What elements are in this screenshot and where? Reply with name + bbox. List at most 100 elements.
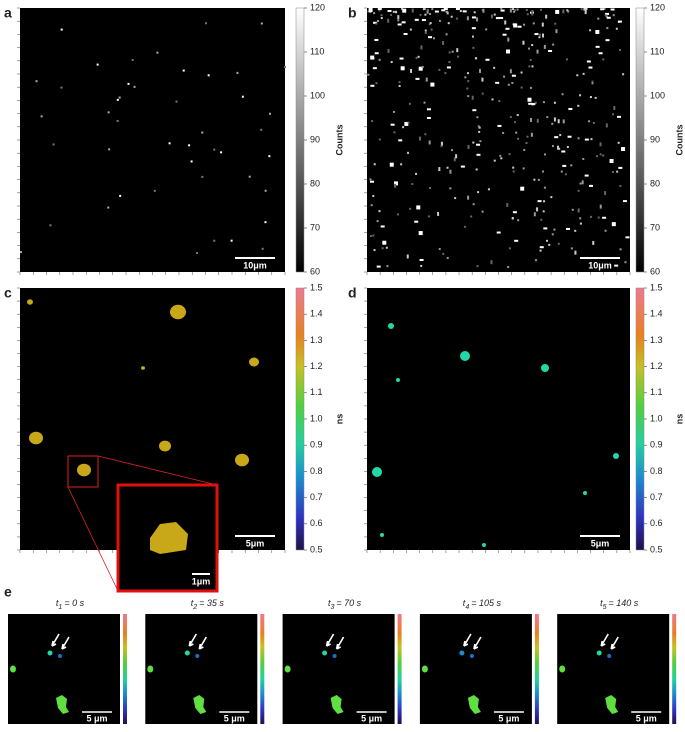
colorbar-tick-label: 1.2 bbox=[310, 361, 323, 371]
speck bbox=[618, 166, 623, 169]
speck bbox=[371, 120, 374, 123]
speck bbox=[444, 72, 447, 75]
colorbar-tick-label: 120 bbox=[310, 2, 325, 12]
time-label: t2 = 35 s bbox=[191, 598, 225, 610]
speck bbox=[571, 208, 574, 211]
speck bbox=[374, 52, 379, 55]
speck bbox=[378, 138, 381, 141]
speck bbox=[537, 178, 540, 181]
speck bbox=[398, 85, 401, 88]
speck bbox=[622, 200, 627, 203]
speck bbox=[562, 9, 565, 14]
time-label: t4 = 105 s bbox=[463, 598, 502, 610]
speck bbox=[442, 40, 445, 45]
speck bbox=[595, 29, 600, 34]
blob bbox=[47, 650, 53, 656]
inset-blob bbox=[150, 522, 188, 554]
speck bbox=[476, 143, 481, 146]
speck bbox=[424, 133, 427, 136]
speck bbox=[387, 48, 390, 53]
scale-bar-label: 5 μm bbox=[498, 713, 519, 723]
speck bbox=[545, 14, 548, 19]
speck bbox=[475, 168, 478, 171]
panel-letter: d bbox=[348, 285, 357, 301]
blob bbox=[10, 665, 16, 673]
speck bbox=[389, 162, 394, 167]
colorbar-tick-label: 70 bbox=[310, 222, 320, 232]
blob bbox=[613, 453, 619, 459]
speck bbox=[375, 82, 378, 85]
speck bbox=[393, 131, 396, 134]
speck bbox=[381, 247, 384, 250]
time-symbol: t bbox=[328, 598, 331, 608]
colorbar-tick-label: 80 bbox=[310, 178, 320, 188]
speck bbox=[582, 158, 585, 161]
speck bbox=[493, 13, 496, 16]
speck bbox=[533, 212, 536, 217]
colorbar-tick-label: 1.3 bbox=[310, 335, 323, 345]
speck bbox=[540, 8, 543, 11]
speck bbox=[471, 35, 474, 38]
speck bbox=[427, 8, 430, 11]
speck bbox=[624, 261, 627, 264]
speck bbox=[543, 200, 546, 203]
speck bbox=[414, 220, 419, 223]
blob bbox=[605, 695, 619, 714]
speck bbox=[584, 12, 587, 15]
speck bbox=[529, 86, 532, 89]
speck bbox=[523, 148, 526, 151]
speck bbox=[617, 20, 622, 23]
speck bbox=[559, 134, 562, 137]
speck bbox=[517, 219, 520, 222]
speck bbox=[442, 252, 445, 255]
speck bbox=[551, 145, 554, 148]
blob bbox=[421, 665, 428, 673]
blob bbox=[467, 695, 481, 714]
speck bbox=[368, 8, 373, 13]
speck bbox=[527, 97, 532, 102]
speck bbox=[470, 215, 473, 218]
speck bbox=[453, 157, 456, 162]
colorbar bbox=[672, 614, 677, 724]
speck bbox=[401, 21, 406, 24]
speck bbox=[566, 58, 569, 61]
speck bbox=[438, 68, 441, 71]
speck bbox=[590, 138, 593, 141]
speck bbox=[268, 112, 271, 115]
speck bbox=[493, 159, 496, 162]
speck bbox=[482, 8, 485, 13]
speck bbox=[382, 240, 387, 245]
colorbar-tick-label: 1.4 bbox=[650, 309, 663, 319]
speck bbox=[561, 150, 566, 153]
speck bbox=[446, 257, 449, 260]
speck bbox=[555, 29, 558, 34]
speck bbox=[511, 81, 514, 84]
colorbar-tick-label: 70 bbox=[650, 222, 660, 232]
speck bbox=[553, 117, 556, 122]
speck bbox=[590, 215, 593, 218]
speck bbox=[619, 49, 622, 52]
speck bbox=[614, 264, 619, 267]
speck bbox=[574, 250, 577, 255]
speck bbox=[409, 207, 412, 210]
speck bbox=[513, 10, 516, 13]
time-index: 1 bbox=[58, 604, 62, 611]
colorbar-tick-label: 1.3 bbox=[650, 335, 663, 345]
speck bbox=[516, 8, 519, 11]
speck bbox=[380, 225, 385, 228]
speck bbox=[455, 8, 460, 11]
speck bbox=[500, 8, 503, 11]
speck bbox=[514, 9, 517, 12]
inset-connector bbox=[67, 486, 119, 592]
arrow bbox=[463, 633, 482, 650]
speck bbox=[500, 157, 503, 160]
speck bbox=[432, 37, 435, 40]
speck bbox=[504, 20, 507, 25]
speck bbox=[400, 163, 403, 166]
speck bbox=[553, 101, 556, 104]
speck bbox=[542, 170, 545, 173]
speck bbox=[373, 21, 378, 24]
speck bbox=[570, 247, 573, 250]
speck bbox=[481, 210, 484, 213]
speck bbox=[370, 55, 375, 60]
